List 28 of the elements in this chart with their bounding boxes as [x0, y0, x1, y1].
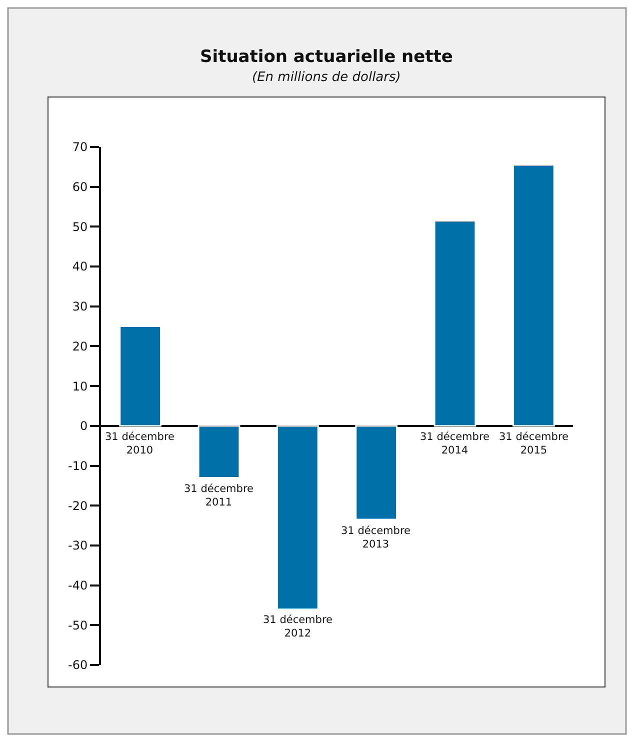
y-tick-label: -60 — [68, 658, 88, 672]
bar — [355, 425, 398, 520]
x-tick-label: 31 décembre 2011 — [184, 483, 254, 509]
y-tick-label: 50 — [72, 220, 88, 234]
chart-subtitle: (En millions de dollars) — [252, 70, 401, 85]
x-tick-label: 31 décembre 2014 — [420, 431, 490, 457]
x-tick-label: 31 décembre 2010 — [105, 431, 174, 457]
y-tick-label: -10 — [68, 458, 88, 473]
y-tick-label: 10 — [72, 379, 88, 394]
x-tick-label: 31 décembre 2013 — [341, 525, 410, 551]
y-tick-label: 20 — [72, 339, 88, 354]
y-tick-label: -50 — [68, 618, 88, 632]
y-tick-label: -20 — [68, 498, 88, 513]
bar — [198, 425, 240, 478]
y-tick-label: 30 — [72, 300, 88, 314]
x-tick-label: 31 décembre 2012 — [263, 614, 332, 640]
y-tick-label: -40 — [68, 578, 88, 593]
bar — [434, 220, 476, 427]
y-tick-label: 0 — [80, 419, 88, 434]
y-tick-label: -30 — [68, 538, 88, 553]
y-tick-label: 70 — [72, 140, 88, 154]
y-tick-label: 40 — [72, 260, 88, 274]
bar — [512, 164, 555, 427]
bar — [119, 326, 162, 427]
y-tick-label: 60 — [72, 180, 88, 194]
bar — [276, 425, 319, 610]
x-tick-label: 31 décembre 2015 — [499, 431, 568, 457]
chart-title: Situation actuarielle nette — [200, 47, 453, 67]
